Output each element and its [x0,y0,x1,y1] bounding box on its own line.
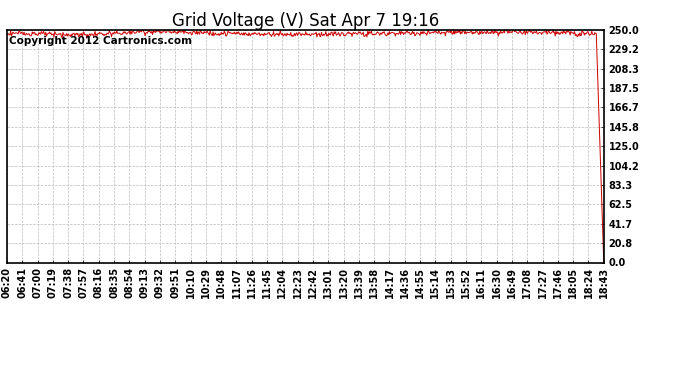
Title: Grid Voltage (V) Sat Apr 7 19:16: Grid Voltage (V) Sat Apr 7 19:16 [172,12,439,30]
Text: Copyright 2012 Cartronics.com: Copyright 2012 Cartronics.com [9,36,192,46]
